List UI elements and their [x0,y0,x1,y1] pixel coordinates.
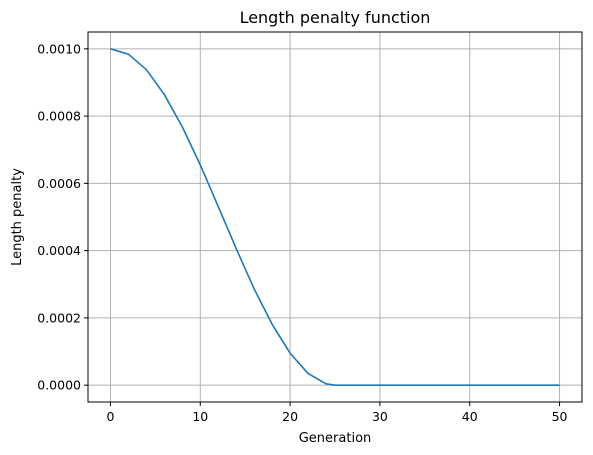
y-tick-label: 0.0006 [37,176,81,191]
x-tick-label: 30 [372,409,388,424]
x-tick-label: 40 [462,409,478,424]
grid [88,32,582,402]
x-tick-label: 0 [106,409,114,424]
series-layer [110,48,560,386]
x-tick-label: 20 [282,409,298,424]
y-axis-label: Length penalty [10,168,25,266]
x-tick-label: 50 [552,409,568,424]
x-tick-label: 10 [192,409,208,424]
series-line [110,48,560,386]
y-tick-label: 0.0008 [37,109,81,124]
y-tick-label: 0.0004 [37,243,81,258]
tick-layer: 0 10 20 30 40 50 0.0000 0.0002 0.0004 0.0006 0.000… [37,41,567,424]
y-tick-label: 0.0010 [37,41,81,56]
y-tick-label: 0.0002 [37,310,81,325]
plot-frame [87,31,583,403]
x-axis-label: Generation [299,431,372,446]
chart-title: Length penalty function [240,8,431,27]
y-tick-label: 0.0000 [37,378,81,393]
